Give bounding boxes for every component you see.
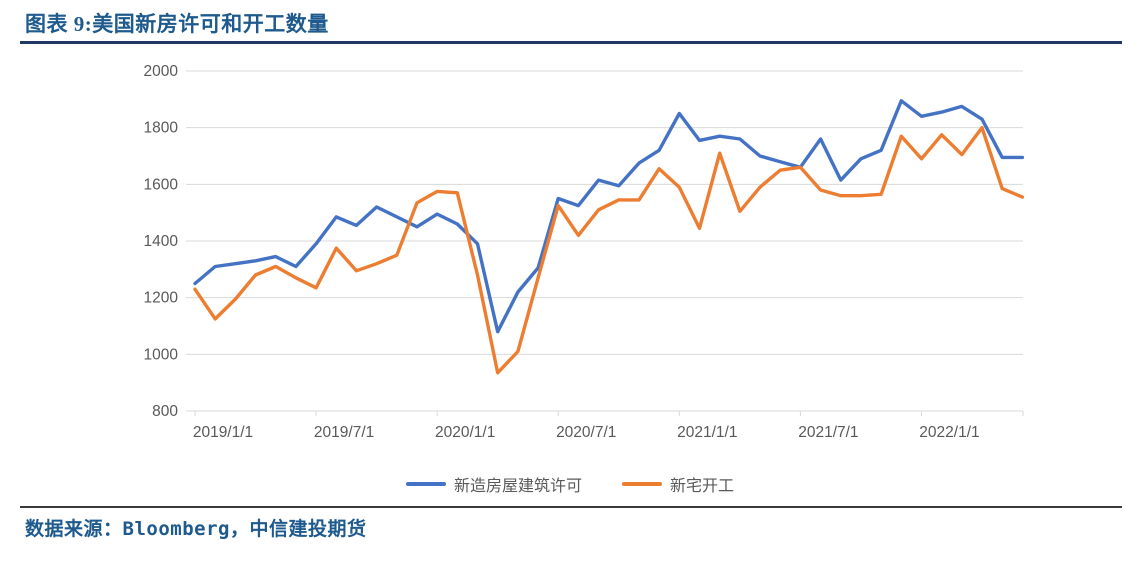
svg-text:2019/1/1: 2019/1/1 [193, 424, 253, 441]
footer-divider [20, 506, 1122, 508]
legend-line-permits-icon [405, 482, 446, 486]
data-source: 数据来源：Bloomberg，中信建投期货 [25, 518, 367, 540]
x-axis-labels: 2019/1/1 2019/7/1 2020/1/1 2020/7/1 2021/1/1… [193, 424, 980, 441]
chart-legend: 新造房屋建筑许可 新宅开工 [0, 472, 1140, 496]
svg-text:1400: 1400 [144, 233, 179, 250]
title-divider [20, 41, 1122, 44]
svg-text:1000: 1000 [144, 346, 179, 363]
svg-text:2021/1/1: 2021/1/1 [677, 424, 737, 441]
legend-label-permits: 新造房屋建筑许可 [453, 478, 582, 495]
svg-text:2021/7/1: 2021/7/1 [798, 424, 858, 441]
svg-text:2022/1/1: 2022/1/1 [919, 424, 979, 441]
svg-text:2000: 2000 [144, 63, 179, 80]
legend-line-starts-icon [622, 482, 662, 486]
svg-text:2019/7/1: 2019/7/1 [314, 424, 374, 441]
x-axis-ticks [194, 411, 1024, 416]
gridlines [186, 70, 1023, 412]
legend-item-starts: 新宅开工 [622, 472, 734, 496]
legend-item-permits: 新造房屋建筑许可 [405, 472, 582, 496]
svg-text:2020/7/1: 2020/7/1 [556, 424, 616, 441]
series-line-1 [193, 125, 1025, 375]
series-line-0 [193, 99, 1025, 334]
y-axis-labels: 800 1000 1200 1400 1600 1800 2000 [144, 63, 179, 420]
figure-title: 图表 9:美国新房许可和开工数量 [25, 12, 329, 36]
svg-text:800: 800 [152, 403, 178, 420]
svg-text:1800: 1800 [144, 120, 179, 137]
svg-text:1600: 1600 [144, 176, 179, 193]
svg-text:1200: 1200 [144, 290, 179, 307]
svg-text:2020/1/1: 2020/1/1 [435, 424, 495, 441]
legend-label-starts: 新宅开工 [670, 478, 735, 495]
